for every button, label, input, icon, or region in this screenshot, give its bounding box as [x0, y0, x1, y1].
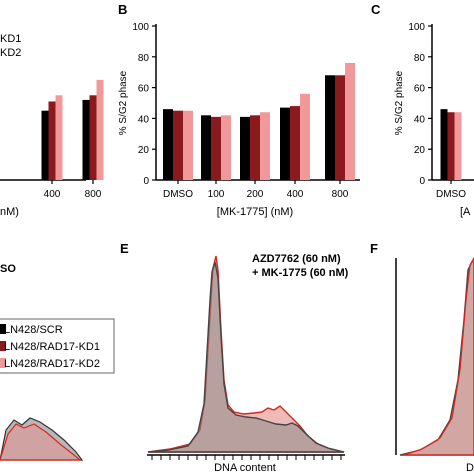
panel-c-ylabel: % S/G2 phase: [394, 70, 405, 135]
histogram-f-xlabel-fragment: D: [466, 462, 474, 474]
panel-a-legend-fragment: KD2: [0, 47, 21, 59]
panel-b-xtick-label: 200: [247, 189, 264, 200]
panel-label-f: F: [370, 241, 378, 256]
panel-b-bar: [260, 112, 270, 180]
panel-b-bar: [211, 116, 221, 180]
histogram-e-xlabel: DNA content: [214, 462, 276, 474]
panel-b-bar: [325, 75, 335, 180]
panel-d-legend: LN428/SCR LN428/RAD17-KD1 LN428/RAD17-KD…: [0, 318, 115, 374]
panel-d-histogram: SO LN428/SCR LN428/RAD17-KD1 LN428/RAD17…: [0, 263, 115, 461]
panel-b-bar: [250, 115, 260, 180]
panel-c-bar: [440, 109, 448, 180]
panel-b-bar: [163, 109, 173, 180]
panel-b-bar: [345, 62, 355, 180]
panel-b-xtick-label: 400: [287, 189, 304, 200]
panel-c-ytick-label: 60: [414, 84, 426, 95]
legend-d-scr: LN428/SCR: [4, 324, 63, 336]
panel-b-bar: [335, 75, 345, 180]
panel-b-xtick-label: 100: [208, 189, 225, 200]
panel-b-xlabel: [MK-1775] (nM): [217, 206, 293, 218]
panel-c-bar: [447, 112, 455, 180]
panel-b-ytick-label: 100: [132, 22, 149, 33]
panel-a-xlabel-fragment: nM): [0, 206, 19, 218]
panel-a-bar: [89, 95, 97, 180]
panel-a-bar-chart: 400 800 nM) KD1 KD2: [0, 33, 104, 218]
panel-a-bar: [41, 110, 49, 180]
panel-a-legend-fragment: KD1: [0, 33, 21, 45]
panel-b-bar: [240, 116, 250, 180]
panel-b-xtick-label: DMSO: [163, 189, 193, 200]
panel-a-bar: [55, 95, 63, 180]
legend-d-kd2: LN428/RAD17-KD2: [4, 358, 100, 370]
panel-c-ytick-label: 40: [414, 114, 426, 125]
panel-a-bar: [48, 101, 56, 180]
panel-a-bar: [96, 79, 104, 180]
panel-e-histogram: AZD7762 (60 nM) + MK-1775 (60 nM) DNA co…: [147, 253, 349, 474]
panel-b-bar: [183, 110, 193, 180]
panel-label-c: C: [371, 2, 381, 17]
panel-c-ytick-label: 20: [414, 145, 426, 156]
panel-b-ytick-label: 80: [138, 53, 150, 64]
panel-b-bar: [221, 115, 231, 180]
panel-b-bar: [173, 110, 183, 180]
panel-b-bar: [280, 107, 290, 180]
panel-c-ytick-label: 80: [414, 53, 426, 64]
histogram-e-ticks: [151, 455, 342, 460]
panel-b-ytick-label: 0: [143, 176, 149, 187]
panel-b-xtick-label: 800: [332, 189, 349, 200]
panel-e-annotation-line1: AZD7762 (60 nM): [252, 253, 341, 265]
panel-c-xtick-label: DMSO: [436, 189, 466, 200]
panel-a-bar: [82, 99, 90, 180]
panel-c-bar: [454, 112, 462, 180]
panel-e-annotation-line2: + MK-1775 (60 nM): [252, 267, 349, 279]
panel-b-ytick-label: 60: [138, 84, 150, 95]
panel-f-histogram: D: [395, 256, 474, 474]
panel-c-ytick-label: 100: [408, 22, 425, 33]
histogram-e-gray-fill: [147, 261, 345, 453]
panel-b-bar: [290, 106, 300, 180]
panel-c-bar-chart: 0 20 40 60 80 100 % S/G2 phase DMSO [A: [394, 22, 474, 218]
panel-c-xlabel-fragment: [A: [460, 206, 471, 218]
histogram-d-red: [0, 423, 82, 461]
panel-label-e: E: [120, 241, 129, 256]
panel-a-xtick-label: 400: [44, 189, 61, 200]
legend-d-kd1: LN428/RAD17-KD1: [4, 341, 100, 353]
panel-b-ytick-label: 20: [138, 145, 150, 156]
panel-label-b: B: [118, 2, 127, 17]
panel-b-ytick-label: 40: [138, 114, 150, 125]
panel-b-bar: [300, 93, 310, 180]
histogram-d-gray: [0, 417, 84, 461]
panel-b-ylabel: % S/G2 phase: [118, 70, 129, 135]
panel-b-bar-chart: 0 20 40 60 80 100 % S/G2 phase DMSO 100 200 400 800…: [118, 22, 360, 218]
histogram-f-red-fill: [403, 256, 474, 456]
panel-c-ytick-label: 0: [419, 176, 425, 187]
panel-b-bar: [201, 115, 211, 180]
panel-d-title: SO: [0, 263, 16, 275]
panel-a-xtick-label: 800: [85, 189, 102, 200]
